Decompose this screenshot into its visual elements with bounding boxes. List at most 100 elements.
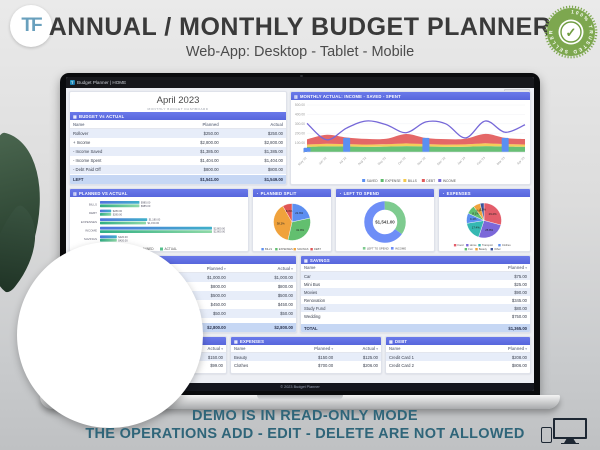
qr-demo-badge: SCAN → ME → FOR → A → LIVE → DEMO → TF — [8, 229, 203, 428]
column-header: Actual — [270, 121, 283, 127]
column-header[interactable]: Actual▾ — [207, 346, 224, 351]
svg-text:Apr '23: Apr '23 — [516, 156, 526, 166]
app-titlebar: T Budget Planner | HOME — [66, 77, 534, 88]
app-logo-icon: T — [70, 80, 75, 85]
card-header: ▥ MONTHLY ACTUAL: INCOME - SAVED - SPENT — [291, 92, 530, 100]
svg-text:200.00: 200.00 — [295, 131, 305, 135]
table-cell: $2,800.00 — [264, 140, 283, 145]
left-to-spend-card: ◔ LEFT TO SPEND $1,541.00 LEFT TO SPEND IN… — [335, 188, 435, 252]
svg-text:BILLS: BILLS — [89, 203, 97, 207]
svg-text:DEBT: DEBT — [426, 179, 435, 183]
table-cell: $50.00 — [280, 311, 293, 316]
brand-logo: TF — [10, 5, 52, 47]
svg-text:EXPENSES: EXPENSES — [81, 220, 97, 224]
svg-text:Jun '22: Jun '22 — [318, 156, 328, 166]
svg-text:May '22: May '22 — [297, 156, 308, 167]
card-title: SAVINGS — [309, 257, 330, 263]
svg-text:Other: Other — [494, 247, 501, 251]
column-header[interactable]: Planned▾ — [507, 265, 527, 270]
table-cell: Renovation — [304, 297, 326, 303]
table-cell: $2,800.00 — [274, 325, 293, 330]
sort-caret-icon: ▾ — [376, 347, 379, 351]
chart-icon: ▥ — [73, 190, 77, 196]
left-to-spend-donut: $1,541.00 LEFT TO SPEND INCOME — [362, 201, 406, 250]
table-cell: Credit Card 2 — [389, 362, 414, 368]
svg-text:Mar '23: Mar '23 — [496, 156, 506, 166]
table-row: Movies $90.00 — [301, 288, 530, 296]
column-header[interactable]: Actual▾ — [277, 265, 293, 271]
svg-text:$280.00: $280.00 — [113, 213, 123, 217]
svg-text:BILLS: BILLS — [408, 179, 418, 183]
app-footer-text: © 2023 Budget Planner — [280, 385, 320, 389]
column-header: Planned — [202, 121, 219, 127]
svg-text:Transport: Transport — [482, 243, 493, 247]
svg-text:DEBT: DEBT — [314, 247, 321, 251]
table-row: Mini Bus $25.00 — [301, 280, 530, 288]
svg-text:LEFT TO SPEND: LEFT TO SPEND — [367, 246, 389, 250]
svg-text:$420.00: $420.00 — [118, 235, 128, 239]
table-cell: $1,404.00 — [264, 158, 283, 163]
table-cell: - Debt Paid Off — [73, 167, 101, 172]
table-cell: $450.00 — [210, 302, 226, 307]
brand-monogram: TF — [21, 15, 42, 36]
table-header-row: Name Planned▾ Actual▾ — [231, 345, 381, 353]
svg-text:500.00: 500.00 — [295, 103, 305, 107]
svg-text:Fun: Fun — [468, 247, 473, 251]
budget-vs-actual-card: April 2023 MONTHLY BUDGET DASHBOARD ▦ BU… — [69, 91, 287, 185]
demo-note: DEMO IS IN READ-ONLY MODE THE OPERATIONS… — [60, 408, 550, 442]
table-cell: LEFT — [73, 177, 84, 182]
monthly-actual-chart: 0 100.00 200.00 300.00 400.00 500.00 May '22 Ju… — [295, 103, 526, 183]
month-title: April 2023 — [156, 95, 200, 106]
table-cell: $25.00 — [514, 281, 527, 287]
table-cell: $80.00 — [514, 305, 527, 311]
sort-caret-icon: ▾ — [291, 266, 293, 271]
app-footer: © 2023 Budget Planner — [66, 383, 534, 391]
dashboard-subtitle: MONTHLY BUDGET DASHBOARD — [147, 107, 209, 111]
svg-text:8.1%: 8.1% — [472, 212, 479, 216]
table-cell: $250.00 — [267, 131, 283, 136]
table-cell: $1,365.00 — [508, 325, 527, 331]
table-header-row: Name Planned▾ — [301, 264, 530, 272]
table-cell: $125.00 — [362, 354, 379, 360]
phone-icon — [541, 427, 552, 443]
debt-table-card: ▦ DEBT Name Planned▾ Credit Card 1 $208.00 C… — [385, 336, 531, 374]
table-cell: $150.00 — [318, 354, 334, 360]
table-cell: $1,404.00 — [200, 158, 219, 163]
card-header: ▦ EXPENSES — [231, 337, 381, 345]
svg-text:400.00: 400.00 — [295, 113, 305, 117]
table-cell: Beauty — [234, 354, 248, 360]
column-header[interactable]: Planned▾ — [507, 346, 527, 351]
table-cell: $500.00 — [277, 293, 293, 298]
table-cell: TOTAL — [304, 325, 318, 331]
svg-text:31.9%: 31.9% — [296, 228, 304, 232]
table-row: Rollover $250.00 $250.00 — [70, 129, 286, 138]
table-cell: $345.00 — [511, 297, 527, 303]
planned-vs-actual-card: ▥ PLANNED VS ACTUAL BILLS $985.00 $985.00 D… — [69, 188, 249, 252]
monitor-icon — [553, 418, 587, 444]
table-cell: Movies — [304, 289, 318, 295]
svg-text:6.6%: 6.6% — [476, 209, 483, 213]
svg-text:38.2%: 38.2% — [277, 222, 285, 226]
table-icon: ▦ — [304, 257, 308, 263]
svg-text:300.00: 300.00 — [295, 122, 305, 126]
table-header-row: Name Planned▾ — [386, 345, 530, 353]
check-icon: ✓ — [566, 25, 577, 40]
table-cell: $150.00 — [207, 354, 224, 360]
svg-text:DEBT: DEBT — [89, 211, 97, 215]
svg-text:3.5%: 3.5% — [480, 208, 487, 212]
table-row: Beauty $150.00 $125.00 — [231, 353, 381, 361]
column-header[interactable]: Planned▾ — [314, 346, 334, 351]
column-header: Name — [389, 346, 401, 351]
svg-text:0: 0 — [303, 150, 305, 154]
svg-text:BILLS: BILLS — [265, 247, 272, 251]
table-cell: $1,549.00 — [264, 177, 283, 182]
svg-text:25.8%: 25.8% — [485, 228, 493, 232]
table-cell: Rollover — [73, 131, 89, 136]
svg-text:Jan '23: Jan '23 — [456, 156, 466, 166]
svg-text:$1,541.00: $1,541.00 — [375, 220, 395, 225]
pie-icon: ◔ — [339, 190, 342, 196]
table-row: - Debt Paid Off $800.00 $800.00 — [70, 165, 286, 174]
column-header[interactable]: Actual▾ — [362, 346, 379, 351]
column-header[interactable]: Planned▾ — [206, 265, 226, 271]
